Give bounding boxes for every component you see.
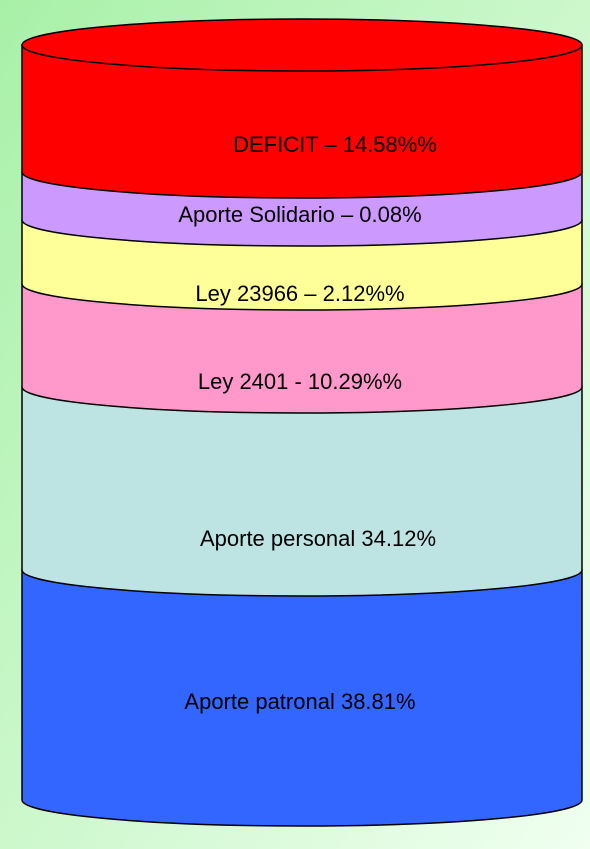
segments	[21, 18, 583, 827]
cylinder-top	[21, 18, 583, 72]
segment-label: Ley 2401 - 10.29%%	[198, 369, 402, 394]
segment	[21, 386, 583, 597]
segment-label: Aporte Solidario – 0.08%	[178, 202, 421, 227]
segment-label: Aporte patronal 38.81%	[184, 689, 415, 714]
segment	[21, 44, 583, 199]
labels: DEFICIT – 14.58%% Aporte Solidario – 0.08…	[178, 132, 437, 714]
segment-label: DEFICIT – 14.58%%	[233, 132, 437, 157]
segment	[21, 283, 583, 414]
segment-label: Ley 23966 – 2.12%%	[195, 281, 404, 306]
segment-label: Aporte personal 34.12%	[200, 526, 436, 551]
segment	[21, 569, 583, 827]
